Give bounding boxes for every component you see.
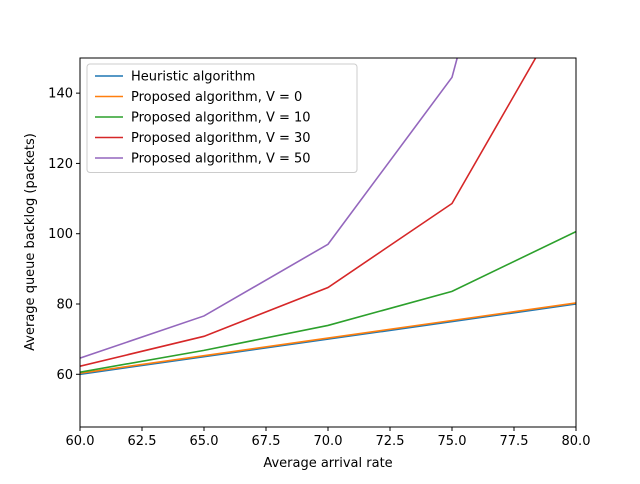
x-tick-label: 77.5 [500,434,529,449]
series-line [80,230,576,373]
series-line [80,302,576,375]
legend-box [86,63,358,173]
legend-label: Heuristic algorithm [131,70,255,85]
x-tick-label: 80.0 [562,434,591,449]
legend-label: Proposed algorithm, V = 10 [131,111,311,126]
legend-label: Proposed algorithm, V = 0 [131,90,302,105]
x-tick-label: 60.0 [66,434,95,449]
series-line [80,303,576,376]
y-tick-label: 140 [48,87,73,102]
x-tick-label: 67.5 [252,434,281,449]
plot-area [80,58,576,376]
x-axis-label: Average arrival rate [263,456,392,471]
x-tick-label: 70.0 [314,434,343,449]
legend-label: Proposed algorithm, V = 50 [131,152,311,167]
series-line [80,58,459,359]
x-tick-label: 72.5 [376,434,405,449]
x-tick-label: 65.0 [190,434,219,449]
x-tick-label: 62.5 [128,434,157,449]
y-tick-label: 80 [56,298,73,313]
x-tick-label: 75.0 [438,434,467,449]
series-line [80,58,537,367]
y-tick-label: 120 [48,157,73,172]
legend-label: Proposed algorithm, V = 30 [131,131,311,146]
y-axis-label: Average queue backlog (packets) [23,133,38,351]
y-tick-label: 100 [48,227,73,242]
y-tick-label: 60 [56,368,73,383]
legend: Heuristic algorithm Proposed algorithm, V… [86,63,358,173]
